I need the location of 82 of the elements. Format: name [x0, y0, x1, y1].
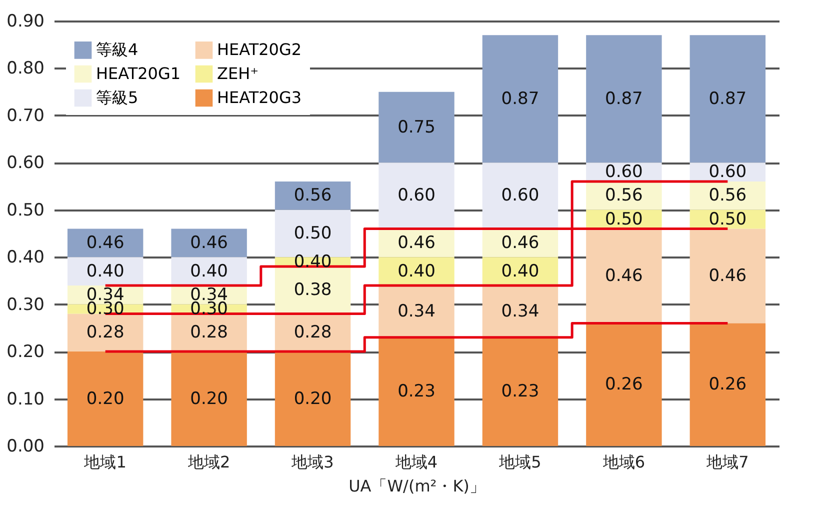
- legend-label: 等級4: [96, 40, 138, 60]
- x-tick-label: 地域5: [498, 452, 542, 472]
- data-label: 0.46: [398, 232, 436, 253]
- data-label: 0.40: [86, 261, 124, 282]
- y-tick-label: 0.00: [6, 436, 44, 456]
- bar: [274, 182, 351, 210]
- legend-label: HEAT20G2: [217, 40, 302, 60]
- x-axis-title: UA「W/(m²・K)」: [348, 476, 486, 496]
- data-label: 0.46: [86, 232, 124, 253]
- data-label: 0.23: [501, 382, 540, 402]
- data-label: 0.87: [501, 88, 540, 109]
- bar: [171, 228, 247, 258]
- x-tick-label: 地域1: [83, 452, 126, 472]
- data-label: 0.50: [294, 224, 332, 244]
- data-label: 0.34: [398, 301, 436, 322]
- legend-label: HEAT20G3: [217, 88, 302, 107]
- bar: [67, 228, 144, 258]
- bar: [690, 228, 766, 324]
- y-tick-label: 0.90: [6, 12, 44, 32]
- data-label: 0.46: [501, 232, 540, 253]
- legend-label: ZEH⁺: [217, 64, 259, 83]
- bar: [378, 92, 454, 163]
- data-label: 0.20: [86, 388, 124, 409]
- data-label: 0.40: [398, 261, 436, 282]
- data-label: 0.40: [501, 261, 540, 282]
- y-tick-label: 0.70: [6, 106, 44, 126]
- data-label: 0.56: [294, 186, 332, 206]
- data-label: 0.26: [708, 374, 747, 395]
- bar: [690, 323, 766, 446]
- legend-label: 等級5: [96, 88, 138, 107]
- bar: [378, 162, 454, 229]
- bar: [274, 352, 351, 446]
- x-tick-label: 地域3: [290, 452, 334, 472]
- y-tick-label: 0.10: [6, 389, 44, 410]
- bar: [482, 35, 558, 163]
- data-label: 0.28: [86, 322, 124, 343]
- bar: [171, 352, 247, 446]
- data-label: 0.20: [294, 388, 332, 409]
- data-label: 0.50: [708, 209, 747, 230]
- data-label: 0.60: [501, 186, 540, 206]
- bar: [67, 314, 144, 352]
- bar: [482, 162, 558, 229]
- y-tick-label: 0.30: [6, 294, 44, 315]
- x-tick-label: 地域2: [186, 452, 230, 472]
- data-label: 0.46: [605, 266, 643, 286]
- bar: [690, 35, 766, 163]
- bar: [586, 228, 662, 324]
- data-label: 0.87: [605, 88, 643, 109]
- data-label: 0.46: [190, 232, 228, 253]
- bar: [378, 337, 454, 446]
- y-tick-label: 0.50: [6, 200, 44, 220]
- bar: [482, 337, 558, 446]
- bar: [586, 323, 662, 446]
- data-label: 0.50: [605, 209, 643, 230]
- data-label: 0.60: [605, 162, 643, 182]
- data-label: 0.60: [398, 186, 436, 206]
- bar: [586, 35, 662, 163]
- bar: [482, 285, 558, 338]
- bar: [378, 285, 454, 338]
- data-label: 0.87: [708, 88, 747, 109]
- data-label: 0.60: [708, 162, 747, 182]
- x-tick-label: 地域6: [602, 452, 646, 472]
- y-tick-label: 0.20: [6, 342, 44, 362]
- y-tick-label: 0.80: [6, 58, 44, 79]
- x-tick-label: 地域4: [394, 452, 438, 472]
- y-tick-label: 0.60: [6, 153, 44, 174]
- data-label: 0.23: [398, 382, 436, 402]
- data-label: 0.56: [708, 186, 747, 206]
- data-label: 0.38: [294, 280, 332, 300]
- data-label: 0.28: [294, 322, 332, 343]
- y-tick-label: 0.40: [6, 248, 44, 268]
- data-label: 0.56: [605, 186, 643, 206]
- data-label: 0.34: [501, 301, 540, 322]
- data-label: 0.75: [398, 117, 436, 138]
- data-label: 0.20: [190, 388, 228, 409]
- bar: [67, 352, 144, 446]
- data-label: 0.28: [190, 322, 228, 343]
- data-label: 0.40: [190, 261, 228, 282]
- x-tick-label: 地域7: [706, 452, 749, 472]
- legend-label: HEAT20G1: [96, 64, 181, 83]
- data-label: 0.26: [605, 374, 643, 395]
- data-label: 0.46: [708, 266, 747, 286]
